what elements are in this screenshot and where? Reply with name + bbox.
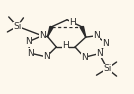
Text: N: N — [93, 31, 100, 40]
Text: N: N — [39, 31, 46, 40]
Text: H: H — [69, 18, 76, 27]
Text: Si: Si — [13, 22, 22, 31]
Text: N: N — [81, 53, 88, 62]
Text: N: N — [27, 49, 34, 58]
Polygon shape — [80, 27, 86, 37]
Text: N: N — [43, 52, 50, 61]
Text: N: N — [96, 49, 103, 58]
Text: Si: Si — [103, 64, 111, 73]
Text: N: N — [25, 37, 31, 46]
Text: H: H — [62, 41, 69, 50]
Polygon shape — [48, 26, 53, 37]
Text: N: N — [103, 39, 109, 48]
